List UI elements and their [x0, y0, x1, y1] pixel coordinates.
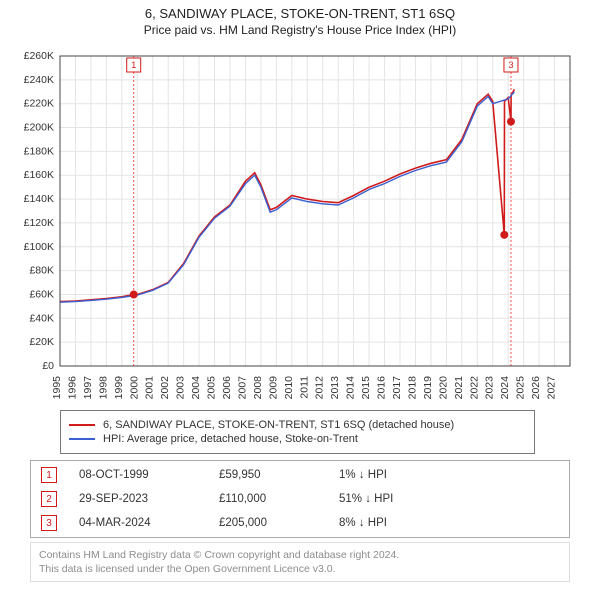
legend-swatch: [69, 438, 95, 440]
svg-text:1997: 1997: [82, 376, 94, 400]
svg-text:2000: 2000: [128, 376, 140, 400]
svg-text:2006: 2006: [221, 376, 233, 400]
svg-text:2003: 2003: [175, 376, 187, 400]
svg-text:2001: 2001: [144, 376, 156, 400]
svg-text:£0: £0: [42, 360, 54, 372]
legend-row: HPI: Average price, detached house, Stok…: [69, 433, 526, 445]
svg-text:2021: 2021: [453, 376, 465, 400]
svg-text:2022: 2022: [468, 376, 480, 400]
svg-text:2016: 2016: [376, 376, 388, 400]
event-price: £205,000: [219, 517, 339, 529]
svg-text:2020: 2020: [437, 376, 449, 400]
svg-text:£120K: £120K: [24, 217, 54, 229]
svg-text:£40K: £40K: [29, 312, 54, 324]
event-date: 29-SEP-2023: [79, 493, 219, 505]
attribution-footer: Contains HM Land Registry data © Crown c…: [30, 542, 570, 582]
svg-text:2017: 2017: [391, 376, 403, 400]
svg-text:2005: 2005: [206, 376, 218, 400]
svg-text:2023: 2023: [484, 376, 496, 400]
legend-label: HPI: Average price, detached house, Stok…: [103, 433, 358, 445]
page-title: 6, SANDIWAY PLACE, STOKE-ON-TRENT, ST1 6…: [0, 6, 600, 21]
event-marker-box: 1: [41, 467, 57, 483]
svg-text:2013: 2013: [329, 376, 341, 400]
event-date: 08-OCT-1999: [79, 469, 219, 481]
event-date: 04-MAR-2024: [79, 517, 219, 529]
event-delta: 8% ↓ HPI: [339, 517, 459, 529]
legend-row: 6, SANDIWAY PLACE, STOKE-ON-TRENT, ST1 6…: [69, 419, 526, 431]
event-marker-box: 3: [41, 515, 57, 531]
svg-text:£140K: £140K: [24, 193, 54, 205]
svg-text:2002: 2002: [159, 376, 171, 400]
svg-text:2009: 2009: [267, 376, 279, 400]
events-table: 1 08-OCT-1999£59,9501% ↓ HPI 2 29-SEP-2023£…: [30, 460, 570, 538]
page-subtitle: Price paid vs. HM Land Registry's House …: [0, 23, 600, 37]
event-row: 1 08-OCT-1999£59,9501% ↓ HPI: [31, 463, 569, 487]
svg-text:2019: 2019: [422, 376, 434, 400]
svg-text:2011: 2011: [298, 376, 310, 399]
svg-text:1995: 1995: [51, 376, 63, 400]
svg-text:2004: 2004: [190, 376, 202, 400]
svg-text:£20K: £20K: [29, 336, 54, 348]
event-delta: 1% ↓ HPI: [339, 469, 459, 481]
svg-text:3: 3: [508, 60, 513, 70]
svg-text:£80K: £80K: [29, 265, 54, 277]
svg-text:2026: 2026: [530, 376, 542, 400]
event-price: £59,950: [219, 469, 339, 481]
svg-text:2010: 2010: [283, 376, 295, 400]
svg-text:2024: 2024: [499, 376, 511, 400]
legend-label: 6, SANDIWAY PLACE, STOKE-ON-TRENT, ST1 6…: [103, 419, 454, 431]
svg-text:2025: 2025: [515, 376, 527, 400]
event-row: 3 04-MAR-2024£205,0008% ↓ HPI: [31, 511, 569, 535]
svg-text:£240K: £240K: [24, 74, 54, 86]
footer-line: This data is licensed under the Open Gov…: [39, 562, 561, 576]
svg-text:2015: 2015: [360, 376, 372, 400]
svg-text:£260K: £260K: [24, 50, 54, 62]
event-price: £110,000: [219, 493, 339, 505]
svg-text:2014: 2014: [345, 376, 357, 400]
event-marker-box: 2: [41, 491, 57, 507]
svg-text:£220K: £220K: [24, 98, 54, 110]
event-row: 2 29-SEP-2023£110,00051% ↓ HPI: [31, 487, 569, 511]
svg-text:2007: 2007: [236, 376, 248, 400]
svg-text:1: 1: [131, 60, 136, 70]
legend-swatch: [69, 424, 95, 426]
svg-text:£180K: £180K: [24, 145, 54, 157]
footer-line: Contains HM Land Registry data © Crown c…: [39, 548, 561, 562]
price-chart: £0 £20K £40K £60K £80K £100K £120K £140K £160K £1…: [0, 46, 600, 404]
svg-text:1998: 1998: [97, 376, 109, 400]
svg-text:2018: 2018: [406, 376, 418, 400]
svg-text:1999: 1999: [113, 376, 125, 400]
svg-text:2012: 2012: [314, 376, 326, 400]
svg-text:2008: 2008: [252, 376, 264, 400]
event-delta: 51% ↓ HPI: [339, 493, 459, 505]
svg-text:£160K: £160K: [24, 169, 54, 181]
svg-text:£60K: £60K: [29, 288, 54, 300]
svg-text:1996: 1996: [66, 376, 78, 400]
svg-text:2027: 2027: [546, 376, 558, 400]
svg-text:£100K: £100K: [24, 241, 54, 253]
series-legend: 6, SANDIWAY PLACE, STOKE-ON-TRENT, ST1 6…: [60, 410, 535, 454]
svg-text:£200K: £200K: [24, 122, 54, 134]
